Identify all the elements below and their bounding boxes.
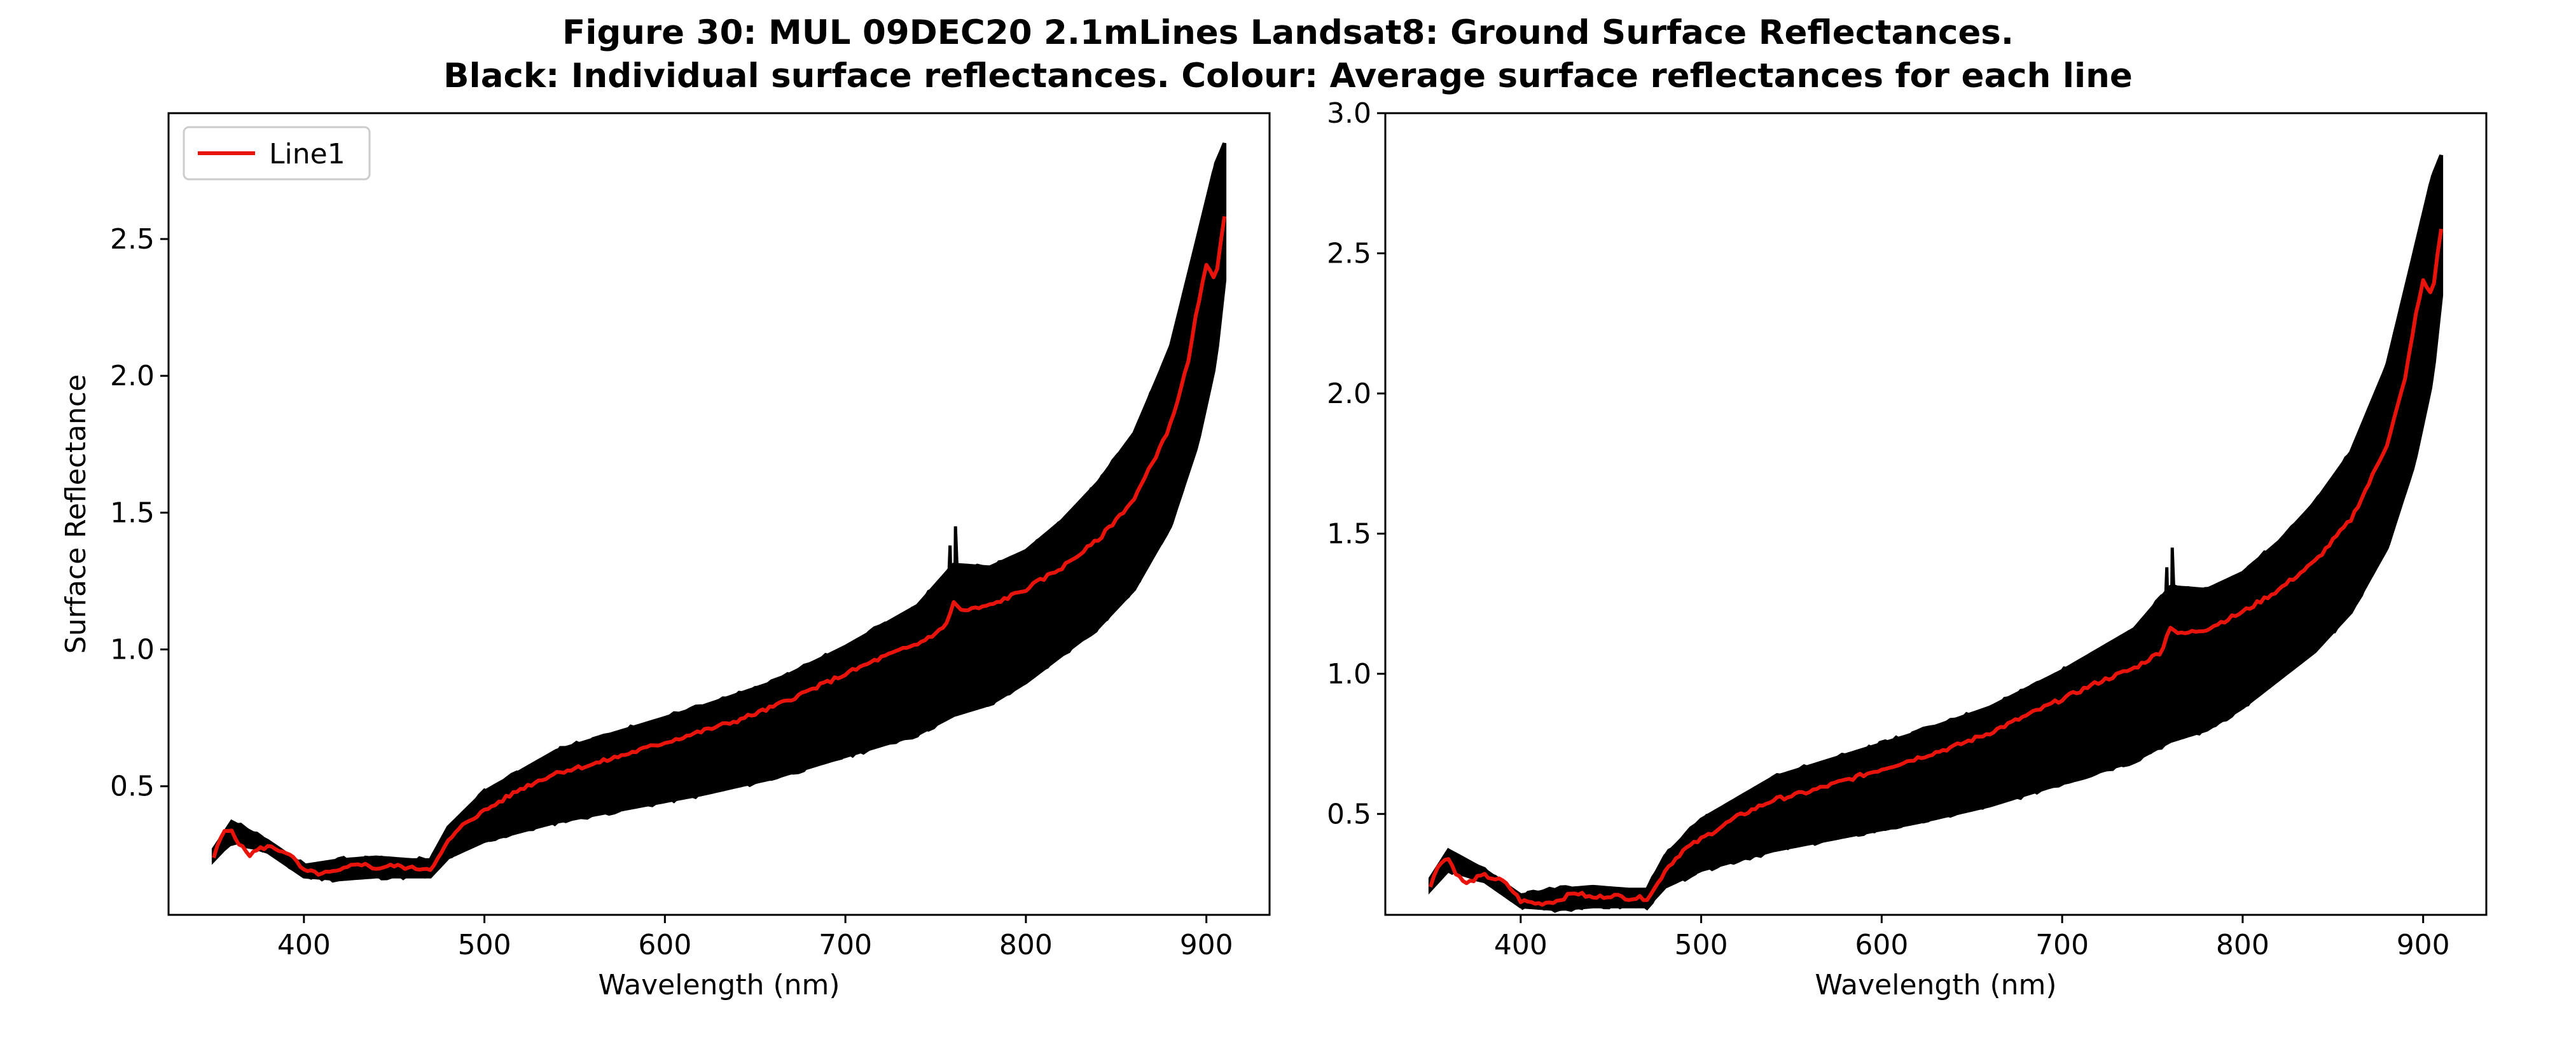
x-tick-label: 800 <box>999 929 1053 961</box>
average-line-series <box>212 216 1227 877</box>
x-tick-label: 500 <box>458 929 511 961</box>
y-tick-label: 3.0 <box>1327 97 1371 130</box>
x-axis-label: Wavelength (nm) <box>598 969 840 1001</box>
y-tick-label: 1.5 <box>1327 518 1371 550</box>
y-tick-label: 1.0 <box>110 634 155 666</box>
legend-label: Line1 <box>269 138 345 170</box>
x-tick-label: 500 <box>1675 929 1728 961</box>
y-tick-label: 1.0 <box>1327 658 1371 690</box>
figure-title: Figure 30: MUL 09DEC20 2.1mLines Landsat… <box>0 11 2576 98</box>
chart-panel-2: 400 500 600 700 800 900 0.5 1.0 1.5 2.0 2.5 3.0 Wave… <box>1327 97 2488 1001</box>
y-tick-label: 2.5 <box>110 223 155 256</box>
individual-spectra-envelope <box>211 142 1227 882</box>
individual-spectrum-line <box>212 181 1222 870</box>
x-tick-label: 900 <box>2397 929 2450 961</box>
x-tick-label: 600 <box>1855 929 1908 961</box>
y-tick-label: 2.0 <box>1327 378 1371 410</box>
x-tick-label: 900 <box>1180 929 1233 961</box>
y-tick-label: 0.5 <box>110 771 155 803</box>
individual-spectrum-line <box>1429 164 2439 899</box>
x-tick-label: 700 <box>819 929 872 961</box>
individual-spectrum-line <box>1429 329 2439 913</box>
x-tick-label: 400 <box>277 929 331 961</box>
x-tick-label: 400 <box>1494 929 1548 961</box>
figure-title-line-2: Black: Individual surface reflectances. … <box>443 57 2133 95</box>
y-tick-label: 2.5 <box>1327 237 1371 270</box>
legend-box <box>183 126 371 181</box>
plot-area <box>211 142 1227 883</box>
individual-spectrum-line <box>1429 257 2439 905</box>
average-line-series <box>1429 228 2444 907</box>
axes-frame <box>167 112 1271 916</box>
individual-spectrum-line <box>212 271 1222 879</box>
x-axis-label: Wavelength (nm) <box>1815 969 2056 1001</box>
x-tick-label: 600 <box>638 929 691 961</box>
x-tick-label: 700 <box>2035 929 2089 961</box>
individual-spectrum-line <box>212 310 1222 883</box>
plot-area <box>1428 154 2444 913</box>
figure-title-line-1: Figure 30: MUL 09DEC20 2.1mLines Landsat… <box>562 13 2014 52</box>
absorption-spike <box>2161 547 2178 730</box>
individual-spectrum-line <box>1429 224 2439 903</box>
x-tick-label: 800 <box>2216 929 2269 961</box>
y-axis-label: Surface Reflectance <box>60 374 92 654</box>
y-tick-label: 0.5 <box>1327 798 1371 830</box>
absorption-spike <box>945 526 961 704</box>
y-tick-label: 2.0 <box>110 360 155 392</box>
axes-frame <box>1384 112 2488 916</box>
individual-spectrum-line <box>212 150 1222 867</box>
chart-panel-1: 400 500 600 700 800 900 0.5 1.0 1.5 2.0 2.5 Wavelen… <box>60 112 1271 1001</box>
legend: Line1 <box>183 126 371 181</box>
y-tick-label: 1.5 <box>110 497 155 529</box>
